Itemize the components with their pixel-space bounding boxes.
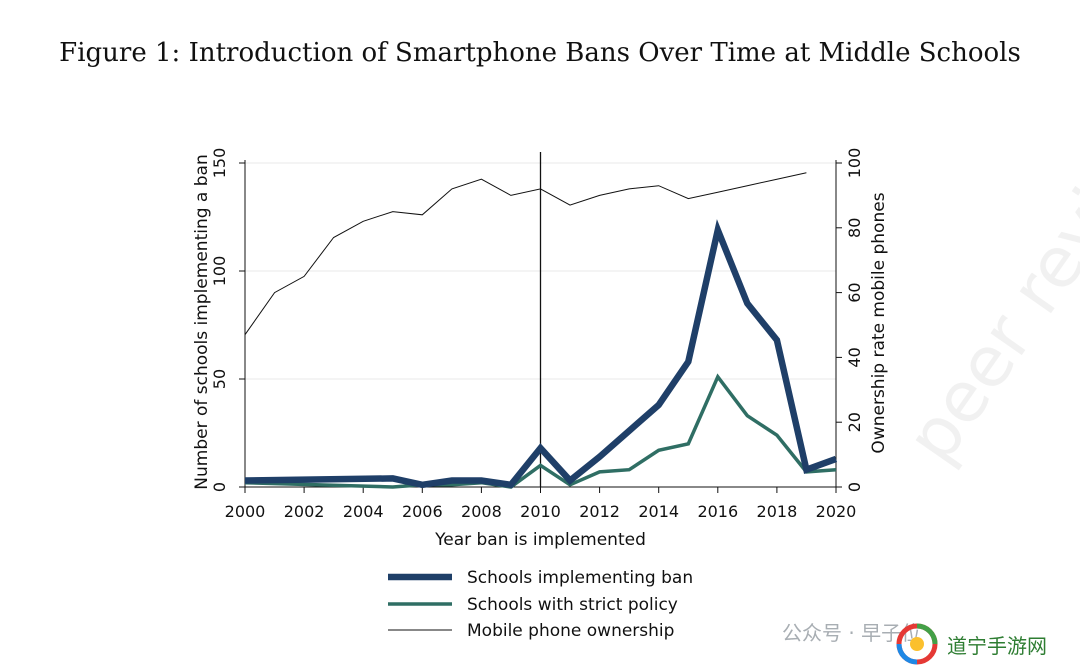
x-tick-label: 2012	[579, 502, 620, 521]
x-axis-label: Year ban is implemented	[434, 530, 646, 550]
x-tick-label: 2016	[697, 502, 738, 521]
x-tick-label: 2008	[461, 502, 502, 521]
y-right-tick-label: 80	[845, 218, 864, 238]
watermark-badge-text: 道宁手游网	[947, 633, 1047, 658]
figure-title: Figure 1: Introduction of Smartphone Ban…	[59, 38, 1021, 68]
x-tick-label: 2010	[520, 502, 561, 521]
y-right-tick-label: 100	[845, 148, 864, 179]
x-tick-label: 2004	[343, 502, 384, 521]
y-axis-left-label: Number of schools implementing a ban	[192, 154, 212, 489]
y-left-tick-label: 0	[210, 482, 229, 492]
x-tick-label: 2000	[225, 502, 266, 521]
series-line-schools-implementing-ban	[244, 219, 838, 489]
watermark-badge: 道宁手游网	[895, 618, 1075, 670]
x-tick-label: 2002	[284, 502, 325, 521]
y-right-tick-label: 0	[845, 482, 864, 492]
legend-label: Schools with strict policy	[467, 595, 678, 615]
site-logo-icon	[896, 623, 938, 665]
legend-label: Mobile phone ownership	[467, 621, 674, 641]
legend-label: Schools implementing ban	[467, 568, 693, 588]
y-left-tick-label: 150	[210, 148, 229, 179]
y-left-tick-label: 100	[210, 256, 229, 287]
x-tick-label: 2006	[402, 502, 443, 521]
x-tick-label: 2020	[816, 502, 857, 521]
x-tick-label: 2014	[638, 502, 679, 521]
x-tick-label: 2018	[757, 502, 798, 521]
y-right-tick-label: 60	[845, 282, 864, 302]
y-axis-right-label: Ownership rate mobile phones	[869, 192, 889, 453]
y-right-tick-label: 40	[845, 347, 864, 367]
y-right-tick-label: 20	[845, 412, 864, 432]
y-left-tick-label: 50	[210, 369, 229, 389]
series-line-mobile-phone-ownership	[244, 172, 807, 335]
